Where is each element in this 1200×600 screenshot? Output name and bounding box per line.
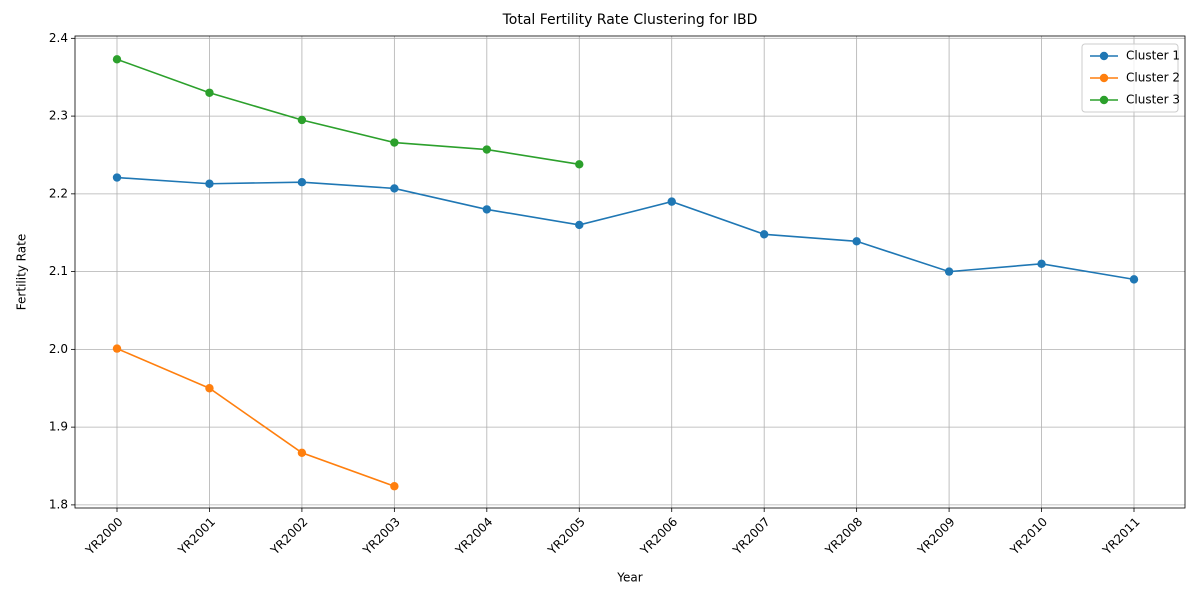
data-point [205, 88, 214, 97]
y-tick-label: 1.9 [49, 420, 68, 434]
data-point [1037, 259, 1046, 269]
data-point [482, 205, 492, 214]
y-tick-label: 2.1 [49, 264, 68, 278]
data-point [667, 197, 676, 206]
y-axis-label: Fertility Rate [15, 234, 29, 310]
series-line [116, 58, 580, 166]
data-point [852, 237, 861, 246]
y-tick-label: 2.2 [49, 186, 68, 200]
data-point [575, 160, 584, 169]
data-point [390, 482, 399, 491]
data-point [112, 55, 122, 64]
data-point [297, 448, 307, 457]
data-point [390, 184, 399, 193]
chart-title: Total Fertility Rate Clustering for IBD [502, 12, 758, 28]
legend-box [1081, 43, 1179, 113]
data-point [112, 173, 122, 182]
legend-marker [1099, 95, 1109, 105]
legend-label: Cluster 1 [1126, 49, 1180, 63]
series-line [116, 176, 1135, 281]
data-point [112, 344, 122, 353]
data-point [205, 179, 214, 188]
data-point [390, 138, 399, 147]
data-point [759, 230, 769, 239]
data-point [205, 384, 214, 393]
data-point [297, 177, 307, 187]
data-point [297, 115, 307, 125]
legend-label: Cluster 2 [1126, 71, 1180, 85]
data-point [944, 267, 954, 276]
y-tick-label: 1.8 [49, 497, 68, 511]
series-line [116, 347, 395, 487]
y-tick-label: 2.0 [49, 342, 68, 356]
plot-frame [74, 35, 1186, 509]
data-point [482, 145, 492, 154]
legend-label: Cluster 3 [1126, 93, 1180, 107]
y-tick-label: 2.4 [49, 31, 68, 45]
data-point [575, 220, 584, 230]
x-axis-label: Year [616, 571, 642, 585]
legend-marker [1099, 51, 1109, 61]
y-tick-label: 2.3 [49, 109, 68, 123]
legend-marker [1099, 73, 1109, 83]
data-point [1129, 275, 1139, 284]
